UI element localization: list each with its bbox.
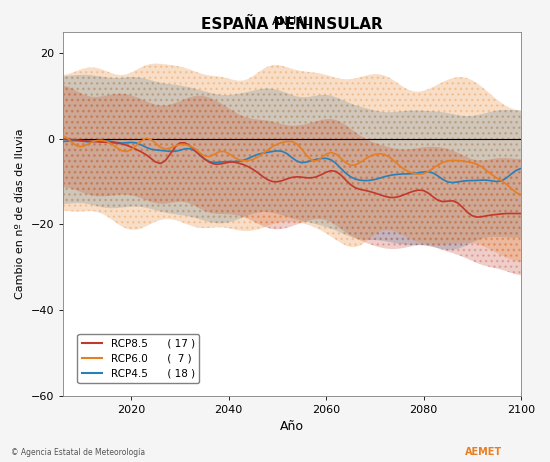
Text: ANUAL: ANUAL [272, 15, 312, 28]
Title: ESPAÑA PENINSULAR: ESPAÑA PENINSULAR [201, 17, 383, 31]
X-axis label: Año: Año [280, 420, 304, 433]
Y-axis label: Cambio en nº de días de lluvia: Cambio en nº de días de lluvia [15, 128, 25, 299]
Text: © Agencia Estatal de Meteorología: © Agencia Estatal de Meteorología [11, 449, 145, 457]
Legend: RCP8.5      ( 17 ), RCP6.0      (  7 ), RCP4.5      ( 18 ): RCP8.5 ( 17 ), RCP6.0 ( 7 ), RCP4.5 ( 18… [78, 334, 199, 383]
Text: AEMET: AEMET [465, 447, 503, 457]
